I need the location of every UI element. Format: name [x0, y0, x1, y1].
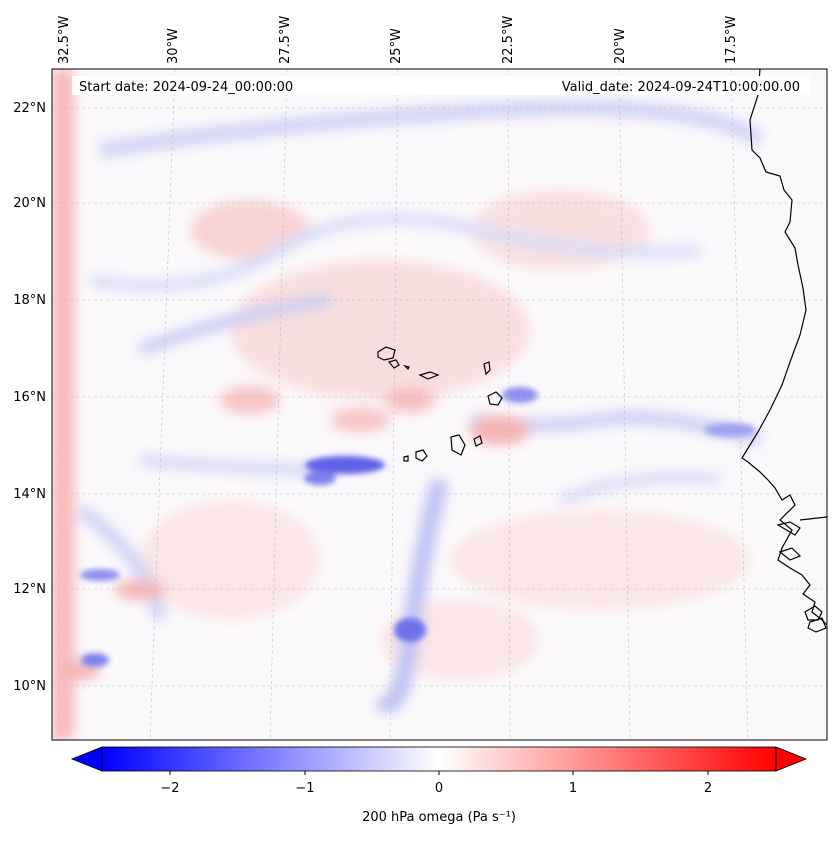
lon-label: 22.5°W	[501, 16, 516, 64]
colorbar-extend-high	[775, 746, 808, 772]
valid-date-text: Valid_date: 2024-09-24T10:00:00.00	[562, 80, 800, 95]
island-maio	[473, 435, 483, 447]
omega-field	[52, 69, 827, 740]
lon-label: 20°W	[613, 28, 628, 64]
map-gridlines	[52, 69, 827, 740]
colorbar-tick-label: 0	[435, 781, 443, 796]
colorbar-tick-label: 2	[704, 781, 712, 796]
colorbar-tick-label: −1	[295, 781, 314, 796]
lon-label: 25°W	[389, 28, 404, 64]
lat-label: 20°N	[13, 196, 46, 211]
island-sao-vicente	[387, 359, 400, 369]
lat-label: 10°N	[13, 679, 46, 694]
map-frame	[51, 68, 828, 741]
colorbar-extend-low	[70, 746, 103, 772]
latitude-labels: 22°N 20°N 18°N 16°N 14°N 12°N 10°N	[13, 101, 46, 694]
header-strip	[72, 76, 810, 95]
start-date-text: Start date: 2024-09-24_00:00:00	[79, 80, 293, 95]
lat-label: 12°N	[13, 582, 46, 597]
longitude-labels: 32.5°W 30°W 27.5°W 25°W 22.5°W 20°W 17.5…	[57, 16, 739, 64]
colorbar-label: 200 hPa omega (Pa s⁻¹)	[362, 810, 516, 825]
lat-label: 22°N	[13, 101, 46, 116]
lon-label: 17.5°W	[724, 16, 739, 64]
island-sal	[483, 361, 491, 376]
island-boa-vista	[487, 391, 503, 406]
lat-label: 16°N	[13, 390, 46, 405]
colorbar-tick-label: −2	[160, 781, 179, 796]
africa-coastline	[741, 69, 827, 626]
lon-label: 32.5°W	[57, 16, 72, 64]
island-fogo	[415, 449, 428, 462]
lon-label: 30°W	[166, 28, 181, 64]
colorbar-ticks	[169, 771, 709, 775]
island-santo-antao	[377, 346, 396, 361]
coastlines	[377, 69, 827, 633]
colorbar-gradient	[102, 747, 776, 771]
lat-label: 18°N	[13, 293, 46, 308]
lon-label: 27.5°W	[278, 16, 293, 64]
colorbar: −2 −1 0 1 2 200 hPa omega (Pa s⁻¹)	[70, 746, 808, 825]
lat-label: 14°N	[13, 487, 46, 502]
island-brava	[403, 455, 409, 462]
colorbar-tick-label: 1	[569, 781, 577, 796]
island-santiago	[450, 434, 466, 456]
island-sao-nicolau	[418, 371, 440, 380]
